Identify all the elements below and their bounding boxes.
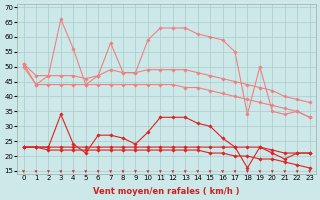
X-axis label: Vent moyen/en rafales ( km/h ): Vent moyen/en rafales ( km/h ) (93, 187, 240, 196)
